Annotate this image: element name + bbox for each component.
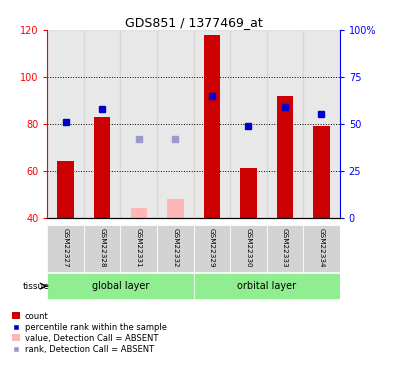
Bar	[267, 225, 303, 272]
Text: GSM22329: GSM22329	[209, 228, 215, 268]
Text: global layer: global layer	[92, 281, 149, 291]
Bar	[57, 161, 74, 218]
Text: GSM22328: GSM22328	[99, 228, 105, 268]
Bar	[194, 273, 340, 299]
Bar	[240, 168, 257, 217]
Bar	[194, 225, 230, 272]
Legend: count, percentile rank within the sample, value, Detection Call = ABSENT, rank, : count, percentile rank within the sample…	[12, 312, 167, 354]
Bar	[313, 126, 330, 218]
Bar	[94, 117, 111, 218]
Bar	[303, 225, 340, 272]
Bar	[84, 225, 120, 272]
Bar	[47, 30, 84, 217]
Bar	[203, 35, 220, 218]
Text: GSM22331: GSM22331	[136, 228, 142, 268]
Bar	[47, 273, 194, 299]
Bar	[303, 30, 340, 217]
Bar	[47, 225, 84, 272]
Bar	[120, 225, 157, 272]
Bar	[276, 96, 293, 218]
Text: GSM22334: GSM22334	[318, 228, 324, 268]
Text: GSM22333: GSM22333	[282, 228, 288, 268]
Bar	[230, 225, 267, 272]
Text: GSM22327: GSM22327	[63, 228, 69, 268]
Bar	[194, 30, 230, 217]
Text: orbital layer: orbital layer	[237, 281, 296, 291]
Bar	[157, 225, 194, 272]
Text: GSM22330: GSM22330	[245, 228, 251, 268]
Bar	[267, 30, 303, 217]
Text: GSM22332: GSM22332	[172, 228, 178, 268]
Bar	[130, 208, 147, 218]
Bar	[84, 30, 120, 217]
Text: tissue: tissue	[23, 282, 49, 291]
Bar	[120, 30, 157, 217]
Title: GDS851 / 1377469_at: GDS851 / 1377469_at	[125, 16, 262, 29]
Bar	[167, 199, 184, 217]
Bar	[157, 30, 194, 217]
Bar	[230, 30, 267, 217]
